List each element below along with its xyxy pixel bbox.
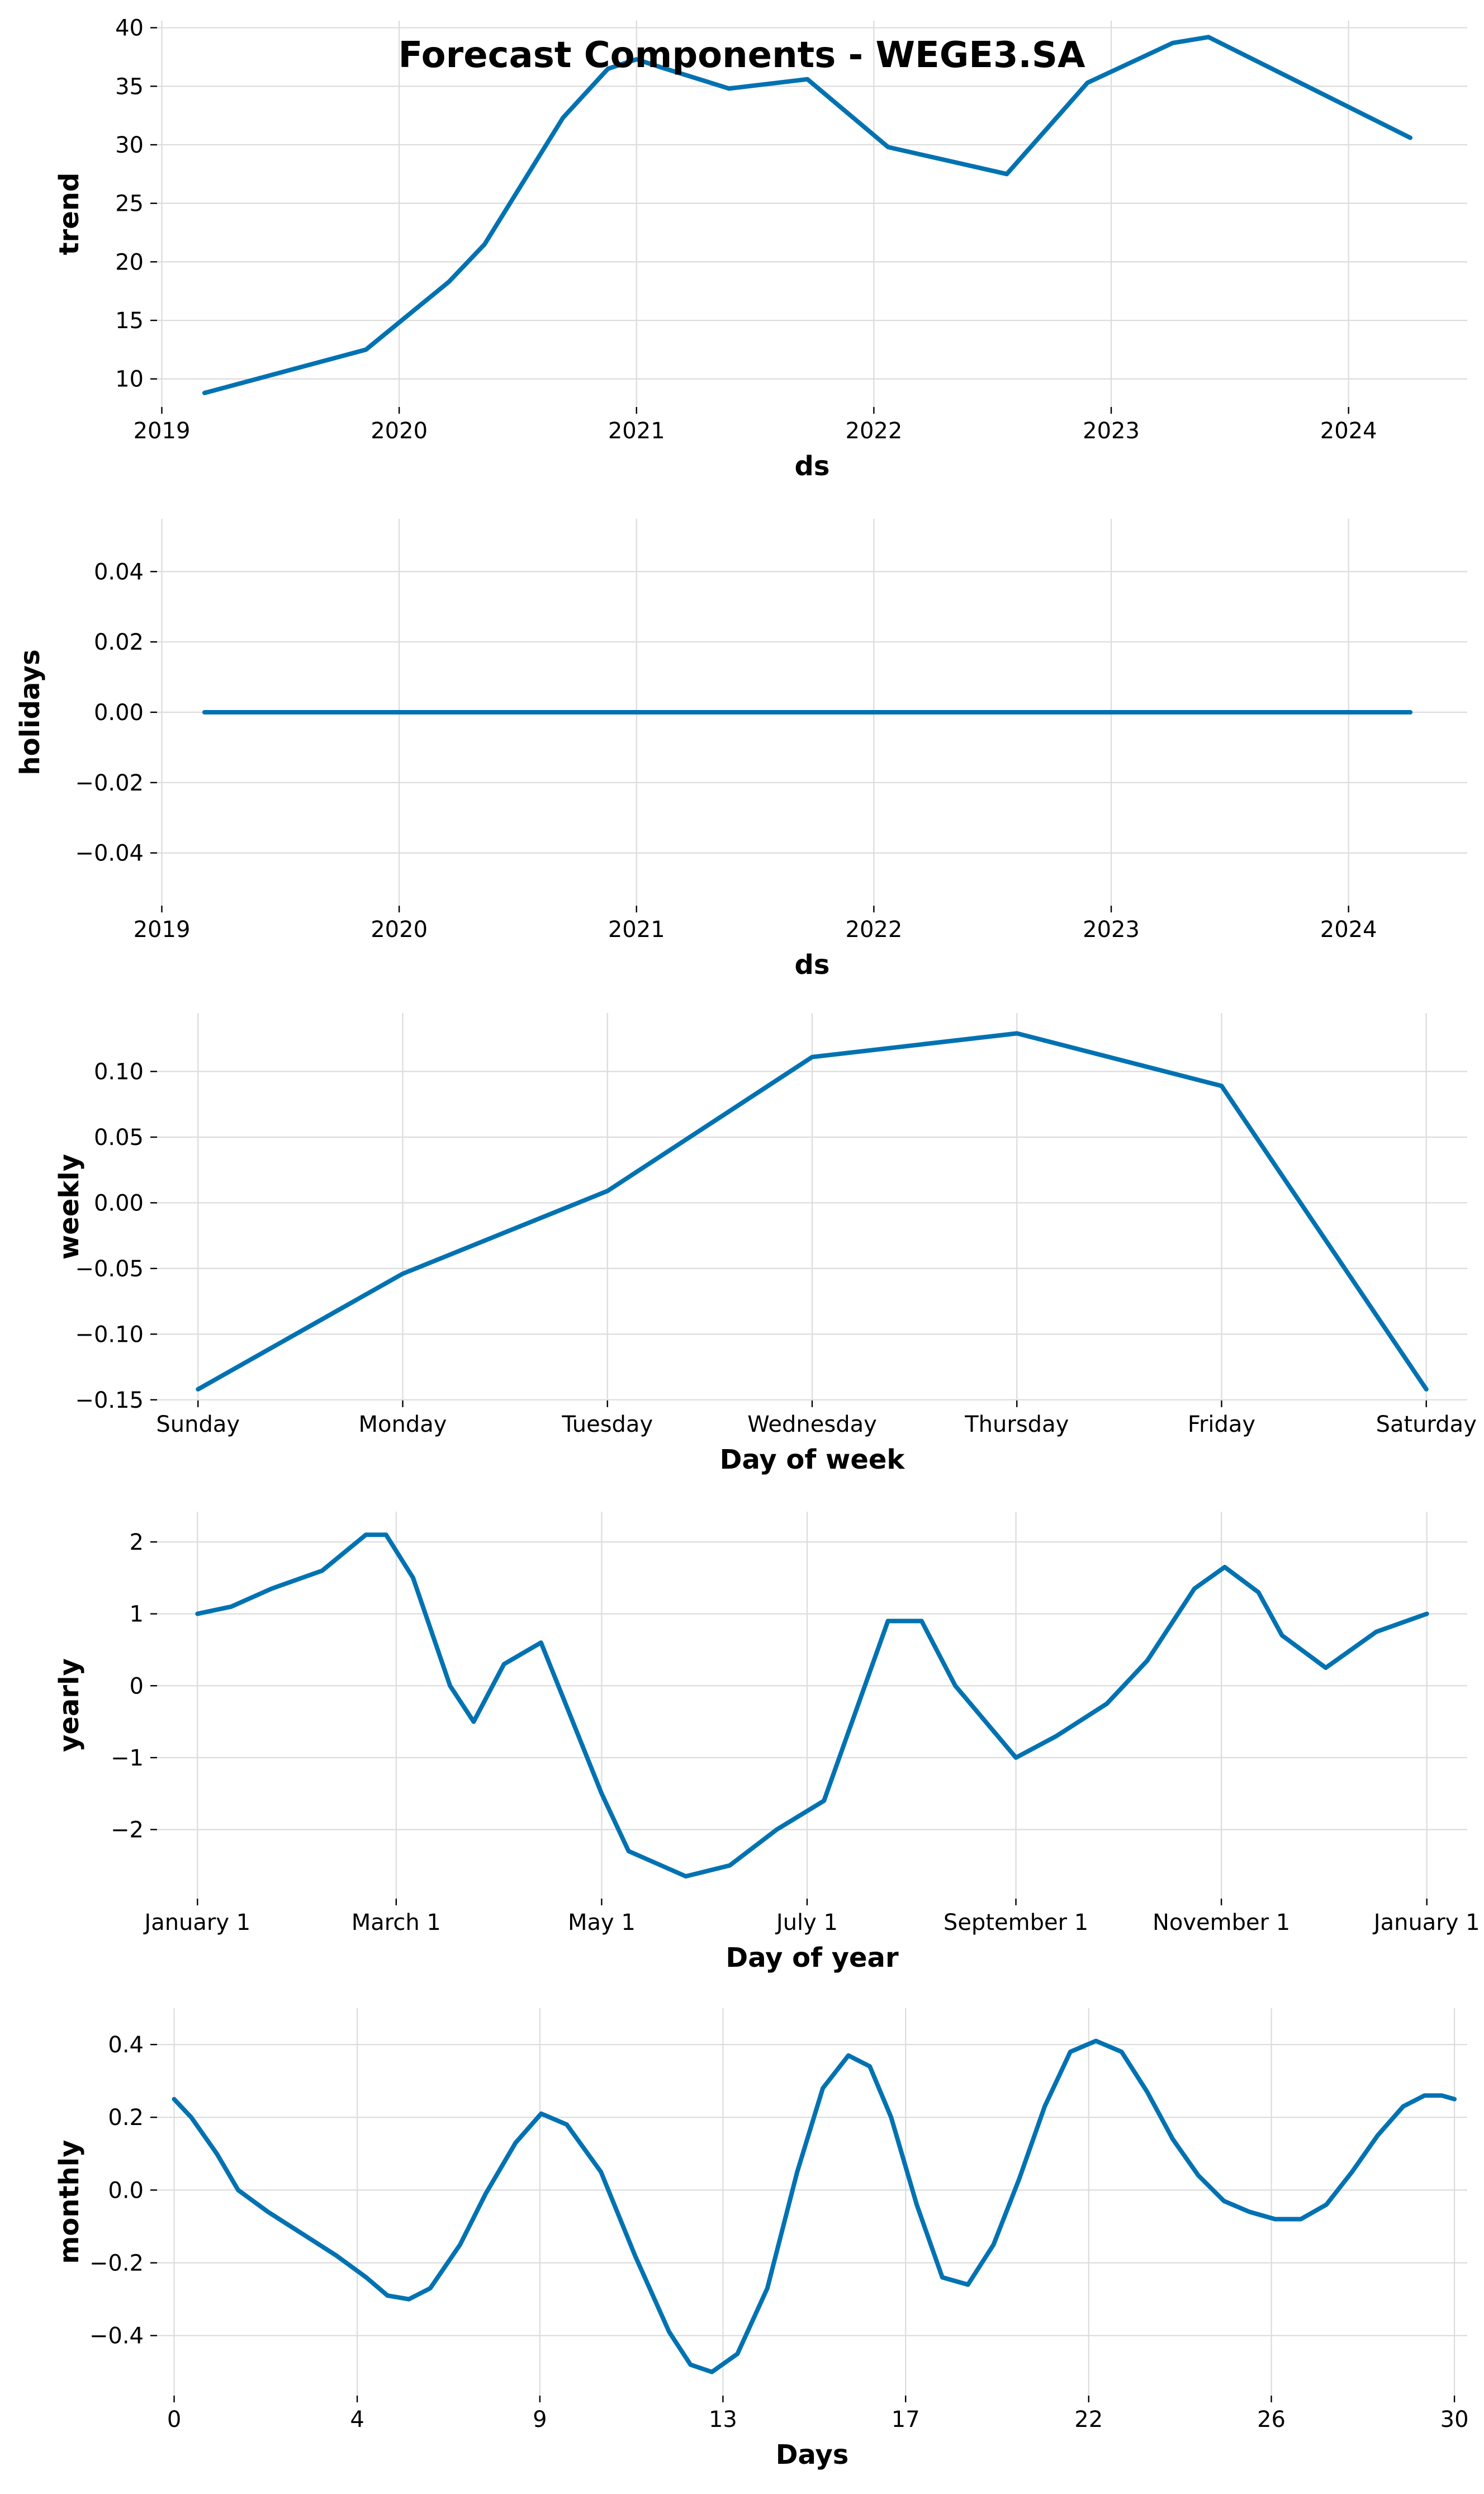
x-tick-label: Friday: [1188, 1412, 1255, 1437]
y-tick-label: −1: [111, 1745, 144, 1771]
series-line-trend: [202, 35, 1413, 395]
x-tick-label: 26: [1257, 2407, 1286, 2433]
y-tick-label: −0.05: [75, 1256, 144, 1282]
x-tick-label: 2022: [846, 917, 903, 943]
x-tick-label: 2021: [608, 917, 665, 943]
x-tick-label: 2019: [134, 917, 191, 943]
x-tick-label: September 1: [943, 1910, 1088, 1935]
x-tick-label: 13: [709, 2407, 737, 2433]
y-tick-label: 0.05: [94, 1125, 144, 1151]
x-tick-label: 2020: [371, 418, 428, 444]
x-axis-label: Day of week: [720, 1444, 905, 1475]
y-tick-label: 0.00: [94, 700, 144, 726]
x-tick-label: 2024: [1320, 418, 1377, 444]
y-tick-label: 2: [130, 1530, 144, 1555]
y-tick-label: −0.2: [89, 2250, 144, 2276]
x-tick-label: Monday: [359, 1412, 447, 1437]
x-tick-label: 30: [1440, 2407, 1469, 2433]
y-tick-label: 25: [115, 191, 144, 217]
x-tick-label: 17: [892, 2407, 920, 2433]
y-axis-label: trend: [54, 173, 85, 255]
y-tick-label: −0.04: [75, 841, 144, 867]
y-tick-label: 15: [115, 308, 144, 334]
x-tick-label: 2020: [371, 917, 428, 943]
panel-holidays: 2019 2020 2021 2022 2023 2024 0.04 0.02 0.00 −0.0…: [15, 519, 1467, 981]
x-tick-label: Tuesday: [561, 1412, 653, 1437]
panel-trend: 2019 2020 2021 2022 2023 2024 10 15 20 25 30 35 40 ds…: [54, 16, 1467, 482]
x-tick-label: 2023: [1083, 418, 1140, 444]
x-axis-label: ds: [795, 451, 830, 482]
x-tick-label: March 1: [352, 1910, 441, 1935]
x-tick-label: Wednesday: [747, 1412, 877, 1437]
y-tick-label: −0.15: [75, 1388, 144, 1413]
y-axis-label: weekly: [54, 1154, 85, 1260]
x-axis-label: Days: [776, 2439, 849, 2471]
x-axis-label: ds: [795, 949, 830, 981]
y-tick-label: 30: [115, 132, 144, 158]
y-tick-label: 10: [115, 367, 144, 392]
x-tick-label: 2021: [608, 418, 665, 444]
y-tick-label: 0.2: [108, 2105, 144, 2131]
y-tick-label: 20: [115, 249, 144, 275]
y-tick-label: 35: [115, 74, 144, 100]
series-line-monthly: [172, 2038, 1457, 2374]
y-tick-label: 0.10: [94, 1059, 144, 1085]
x-tick-label: 2023: [1083, 917, 1140, 943]
x-tick-label: 9: [533, 2407, 547, 2433]
x-tick-label: November 1: [1153, 1910, 1290, 1935]
series-line-yearly: [195, 1532, 1429, 1879]
y-tick-label: 0.02: [94, 630, 144, 655]
y-tick-label: 0.00: [94, 1190, 144, 1216]
y-tick-label: 0: [130, 1673, 144, 1699]
panel-weekly: Sunday Monday Tuesday Wednesday Thursday Frid…: [54, 1013, 1477, 1475]
x-tick-label: 4: [350, 2407, 364, 2433]
x-tick-label: 22: [1074, 2407, 1103, 2433]
x-tick-label: July 1: [775, 1910, 838, 1935]
y-tick-label: −2: [111, 1818, 144, 1843]
y-axis-label: monthly: [54, 2140, 85, 2264]
panel-monthly: 0 4 9 13 17 22 26 30 0.4 0.2 0.0 −0.2 −0.4 Days monthl…: [54, 2008, 1469, 2471]
x-tick-label: January 1: [1372, 1910, 1480, 1935]
x-tick-label: 2019: [134, 418, 191, 444]
x-tick-label: 0: [167, 2407, 181, 2433]
y-tick-label: 0.4: [108, 2032, 144, 2058]
x-tick-label: Saturday: [1376, 1412, 1477, 1437]
y-tick-label: 1: [130, 1602, 144, 1627]
y-tick-label: −0.02: [75, 770, 144, 796]
x-tick-label: May 1: [568, 1910, 636, 1935]
y-tick-label: 40: [115, 16, 144, 41]
series-line-weekly: [196, 1031, 1429, 1392]
x-tick-label: Thursday: [964, 1412, 1069, 1437]
y-tick-label: 0.04: [94, 559, 144, 585]
figure-title: Forecast Components - WEGE3.SA: [399, 35, 1085, 76]
y-tick-label: −0.4: [89, 2323, 144, 2349]
x-axis-label: Day of year: [726, 1942, 899, 1974]
x-tick-label: Sunday: [156, 1412, 240, 1437]
x-tick-label: 2022: [846, 418, 903, 444]
y-tick-label: 0.0: [108, 2178, 144, 2203]
x-tick-label: January 1: [143, 1910, 250, 1935]
y-axis-label: holidays: [15, 649, 46, 775]
x-tick-label: 2024: [1320, 917, 1377, 943]
y-axis-label: yearly: [54, 1658, 85, 1752]
y-tick-label: −0.10: [75, 1322, 144, 1347]
panel-yearly: January 1 March 1 May 1 July 1 September 1 No…: [54, 1512, 1480, 1974]
